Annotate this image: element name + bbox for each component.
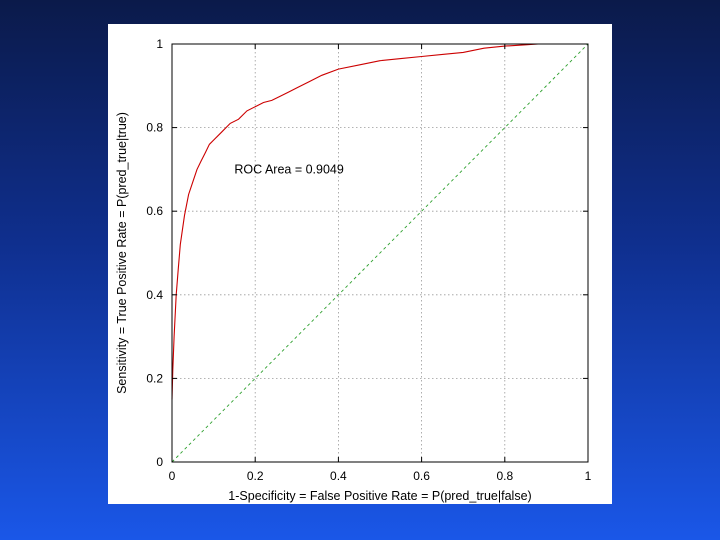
x-tick-label: 0.8 [496, 469, 513, 483]
x-tick-label: 0.4 [330, 469, 347, 483]
series-layer [171, 43, 589, 463]
x-tick-label: 1 [585, 469, 592, 483]
ticks: 0 0.2 0.4 0.6 0.8 1 0 0.2 0.4 0.6 0.8 1 [146, 37, 591, 483]
y-axis-label: Sensitivity = True Positive Rate = P(pre… [115, 112, 129, 394]
y-tick-label: 0 [156, 455, 163, 469]
roc-curve-line [171, 43, 588, 400]
roc-chart: 0 0.2 0.4 0.6 0.8 1 0 0.2 0.4 0.6 0.8 1 ROC Area = … [115, 37, 592, 503]
y-tick-label: 0.8 [146, 121, 163, 135]
x-axis-label: 1-Specificity = False Positive Rate = P(… [228, 489, 531, 503]
y-tick-label: 0.6 [146, 204, 163, 218]
x-tick-label: 0.2 [247, 469, 264, 483]
y-tick-label: 0.2 [146, 371, 163, 385]
grid [172, 44, 588, 462]
y-tick-label: 1 [156, 37, 163, 51]
x-tick-label: 0.6 [413, 469, 430, 483]
roc-area-annotation: ROC Area = 0.9049 [234, 163, 343, 177]
plot-frame [171, 43, 589, 463]
x-tick-label: 0 [169, 469, 176, 483]
plot-panel: 0 0.2 0.4 0.6 0.8 1 0 0.2 0.4 0.6 0.8 1 ROC Area = … [108, 24, 612, 504]
y-tick-label: 0.4 [146, 288, 163, 302]
chance-diagonal-line [171, 43, 589, 463]
